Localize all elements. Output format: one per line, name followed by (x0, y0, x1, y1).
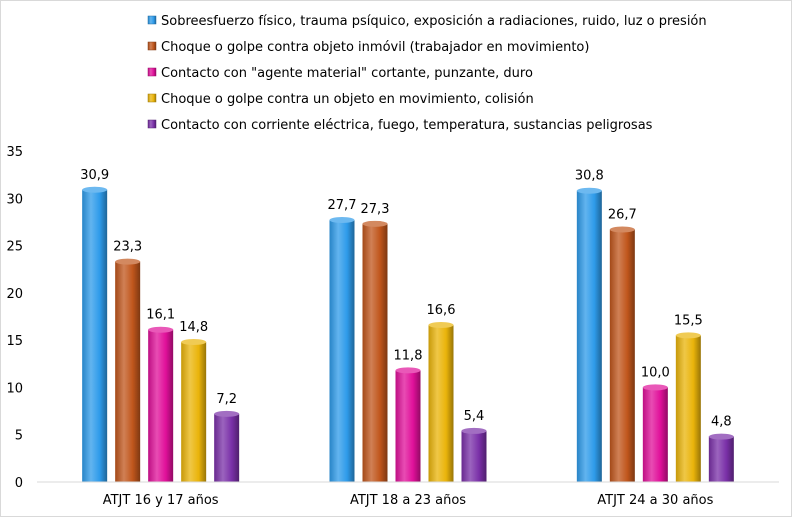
x-axis: ATJT 16 y 17 años ATJT 18 a 23 años ATJT 2… (37, 481, 779, 508)
x-tick-label: ATJT 18 a 23 años (350, 493, 466, 508)
legend: Sobreesfuerzo físico, trauma psíquico, e… (147, 14, 707, 133)
legend-item: Sobreesfuerzo físico, trauma psíquico, e… (147, 14, 707, 29)
bar-cap (82, 186, 108, 193)
y-tick-label: 0 (15, 476, 23, 491)
data-label: 30,8 (575, 169, 604, 184)
bar-cap (708, 433, 734, 440)
data-label: 16,1 (146, 308, 175, 323)
bar (362, 223, 388, 482)
legend-label: Choque o golpe contra un objeto en movim… (161, 92, 534, 107)
bar-cap (181, 339, 207, 346)
legend-item: Contacto con corriente eléctrica, fuego,… (147, 118, 653, 133)
bar-cap (675, 332, 701, 339)
data-label: 27,3 (361, 202, 390, 217)
x-tick-label: ATJT 16 y 17 años (103, 493, 219, 508)
bar (181, 342, 207, 482)
bar-cap (148, 326, 174, 333)
data-label: 7,2 (216, 392, 237, 407)
legend-item: Choque o golpe contra un objeto en movim… (147, 92, 534, 107)
bar (329, 220, 355, 482)
data-label: 10,0 (641, 365, 670, 380)
bar-cap (642, 384, 668, 391)
bar (115, 261, 141, 482)
legend-label: Contacto con "agente material" cortante,… (161, 66, 533, 81)
bar (428, 325, 454, 482)
y-tick-label: 15 (6, 334, 23, 349)
bar (395, 370, 421, 482)
bar-cap (395, 367, 421, 374)
legend-swatch (147, 119, 157, 129)
y-tick-label: 35 (6, 145, 23, 160)
bar-cap (329, 217, 355, 224)
bar-cap (214, 410, 240, 417)
legend-label: Contacto con corriente eléctrica, fuego,… (161, 118, 653, 133)
bar-cap (461, 427, 487, 434)
bar-cap (609, 226, 635, 233)
y-tick-label: 5 (15, 429, 23, 444)
bar (461, 430, 487, 482)
bar (82, 189, 108, 482)
legend-swatch (147, 15, 157, 25)
data-label: 4,8 (711, 415, 732, 430)
bar-cap (576, 187, 602, 194)
y-tick-label: 20 (6, 287, 23, 302)
data-label: 26,7 (608, 207, 637, 222)
data-label: 14,8 (179, 320, 208, 335)
bar (708, 436, 734, 482)
bar (576, 190, 602, 482)
data-label: 23,3 (113, 240, 142, 255)
bar (642, 387, 668, 482)
bars: 30,9 23,3 16,1 14,8 7,2 27,7 27,3 11,8 16,6 5,4 30… (80, 168, 734, 482)
legend-item: Contacto con "agente material" cortante,… (147, 66, 533, 81)
bar-cap (362, 220, 388, 227)
y-tick-label: 25 (6, 240, 23, 255)
bar (148, 329, 174, 482)
bar-cap (428, 322, 454, 329)
bar (214, 413, 240, 482)
bar (675, 335, 701, 482)
y-axis: 0 5 10 15 20 25 30 35 (6, 145, 23, 491)
data-label: 27,7 (328, 198, 357, 213)
legend-item: Choque o golpe contra objeto inmóvil (tr… (147, 40, 589, 55)
legend-swatch (147, 67, 157, 77)
legend-swatch (147, 93, 157, 103)
data-label: 16,6 (427, 303, 456, 318)
bar-cap (115, 258, 141, 265)
y-tick-label: 30 (6, 192, 23, 207)
y-tick-label: 10 (6, 381, 23, 396)
data-label: 15,5 (674, 313, 703, 328)
legend-label: Choque o golpe contra objeto inmóvil (tr… (161, 40, 589, 55)
data-label: 30,9 (80, 168, 109, 183)
data-label: 5,4 (464, 409, 485, 424)
legend-swatch (147, 41, 157, 51)
legend-label: Sobreesfuerzo físico, trauma psíquico, e… (161, 14, 707, 29)
bar (609, 229, 635, 482)
data-label: 11,8 (394, 348, 423, 363)
x-tick-label: ATJT 24 a 30 años (597, 493, 713, 508)
